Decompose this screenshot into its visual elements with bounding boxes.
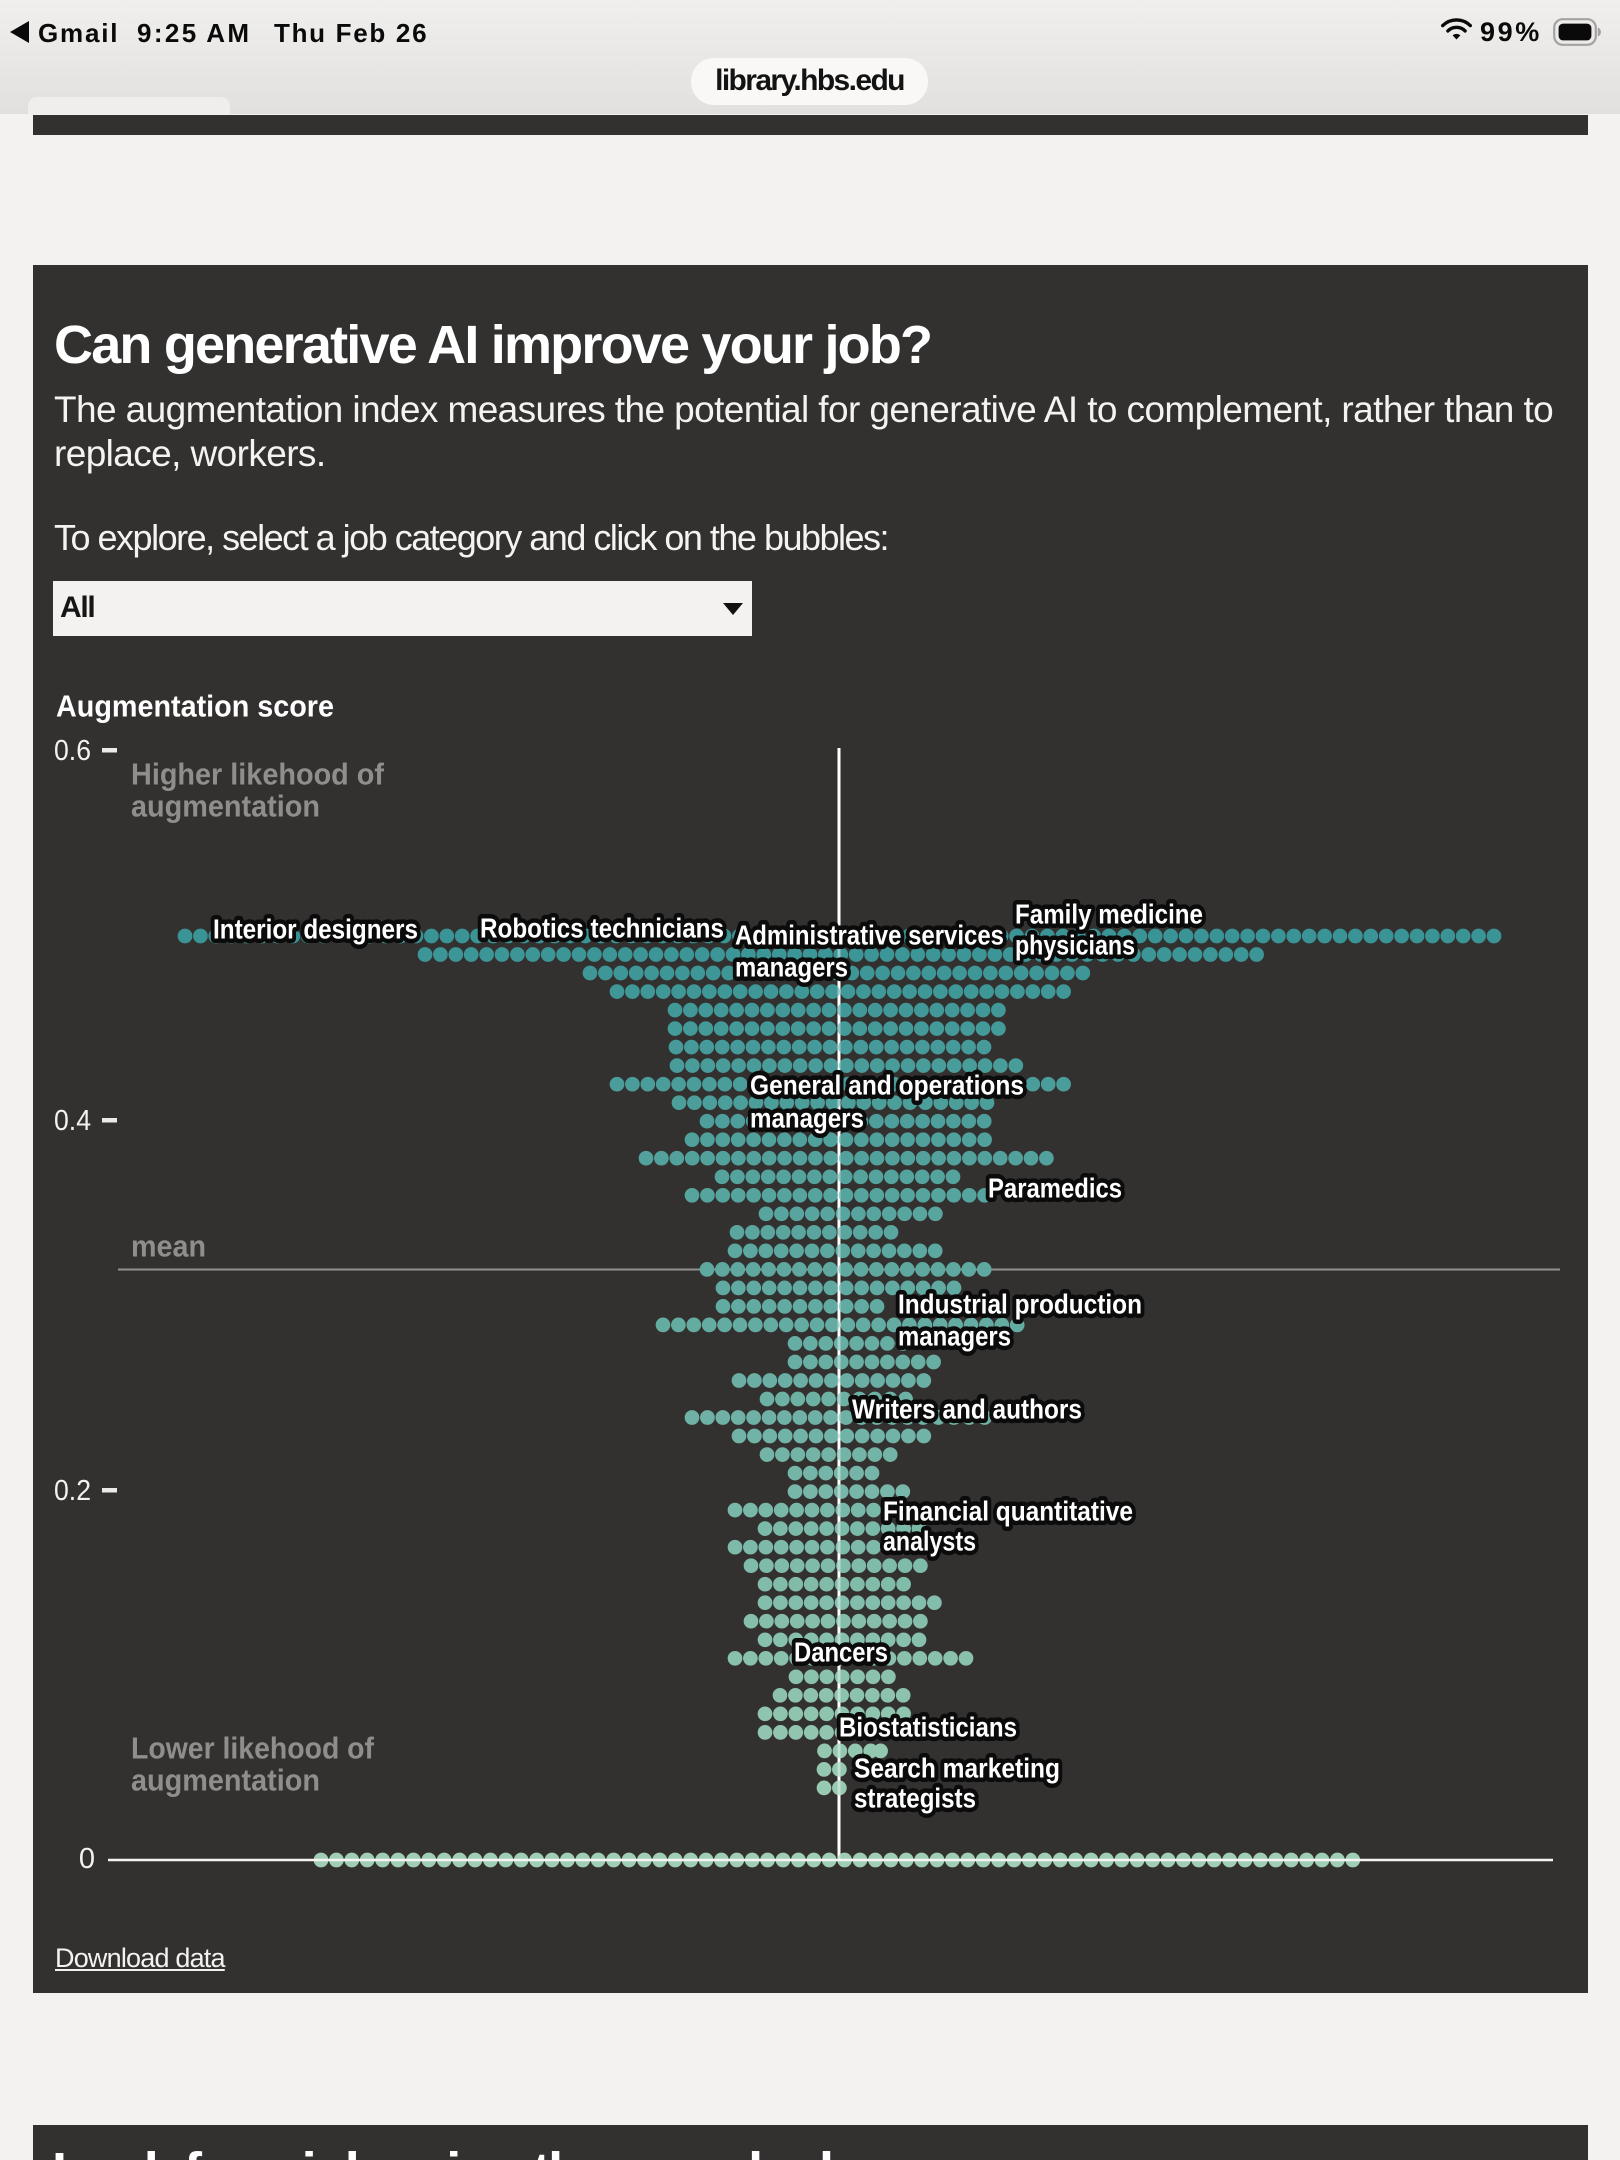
svg-text:mean: mean — [131, 1229, 206, 1264]
svg-text:Financial quantitative: Financial quantitative — [883, 1496, 1133, 1527]
svg-text:managers: managers — [750, 1103, 864, 1134]
svg-text:0.4: 0.4 — [54, 1105, 91, 1137]
svg-text:physicians: physicians — [1015, 930, 1135, 961]
svg-text:strategists: strategists — [854, 1783, 976, 1814]
svg-text:Robotics technicians: Robotics technicians — [480, 913, 724, 944]
svg-text:Administrative services: Administrative services — [735, 920, 1004, 951]
svg-text:Higher likehood of: Higher likehood of — [131, 757, 385, 792]
svg-text:Paramedics: Paramedics — [988, 1173, 1122, 1204]
svg-text:Lower likehood of: Lower likehood of — [131, 1731, 375, 1766]
svg-text:0: 0 — [79, 1843, 95, 1875]
svg-text:augmentation: augmentation — [131, 1763, 320, 1798]
svg-text:Industrial production: Industrial production — [898, 1289, 1142, 1320]
svg-text:Augmentation score: Augmentation score — [56, 689, 334, 724]
svg-text:0.2: 0.2 — [54, 1475, 91, 1507]
svg-text:Biostatisticians: Biostatisticians — [839, 1712, 1017, 1743]
svg-text:Search marketing: Search marketing — [854, 1753, 1060, 1784]
svg-text:analysts: analysts — [883, 1526, 976, 1557]
svg-text:managers: managers — [898, 1321, 1011, 1352]
svg-text:managers: managers — [735, 952, 848, 983]
svg-text:Dancers: Dancers — [794, 1637, 888, 1668]
svg-text:Interior designers: Interior designers — [213, 914, 418, 945]
svg-text:General and operations: General and operations — [750, 1070, 1024, 1101]
svg-text:Family medicine: Family medicine — [1015, 899, 1203, 930]
svg-text:Writers and authors: Writers and authors — [852, 1394, 1082, 1425]
svg-text:0.6: 0.6 — [54, 735, 91, 767]
svg-text:augmentation: augmentation — [131, 789, 320, 824]
